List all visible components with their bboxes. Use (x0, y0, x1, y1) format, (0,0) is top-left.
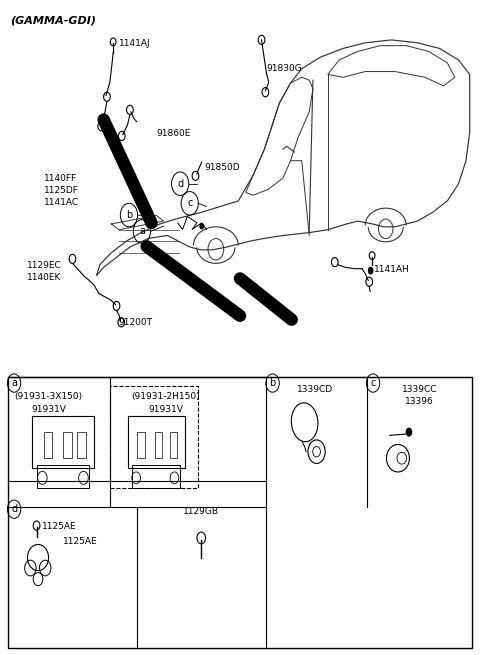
Text: 13396: 13396 (405, 397, 434, 406)
Bar (63, 432, 72, 458)
Text: d: d (177, 179, 183, 189)
Text: 1141AJ: 1141AJ (120, 39, 151, 48)
Bar (77, 432, 86, 458)
Text: 1129GB: 1129GB (183, 508, 219, 516)
Text: 91860E: 91860E (156, 129, 191, 138)
Text: 1140EK: 1140EK (27, 272, 61, 282)
Text: a: a (11, 378, 17, 388)
Circle shape (199, 223, 204, 229)
Circle shape (406, 428, 412, 437)
Text: (91931-2H150): (91931-2H150) (132, 392, 200, 401)
Text: c: c (371, 378, 376, 388)
Bar (128, 416, 185, 468)
Text: (GAMMA-GDI): (GAMMA-GDI) (10, 15, 96, 25)
Text: 1141AC: 1141AC (44, 198, 79, 206)
Text: 1339CD: 1339CD (297, 385, 333, 394)
Bar (155, 432, 162, 458)
Bar (36, 465, 89, 487)
Text: 1129EC: 1129EC (27, 261, 62, 270)
Text: 91931V: 91931V (148, 405, 183, 415)
Text: 1339CC: 1339CC (402, 385, 437, 394)
Text: b: b (126, 210, 132, 220)
Text: 1140FF: 1140FF (44, 174, 77, 183)
Text: c: c (187, 198, 192, 208)
Bar (137, 432, 145, 458)
Text: 1125AE: 1125AE (42, 521, 76, 531)
Circle shape (368, 267, 373, 274)
Text: a: a (139, 227, 145, 236)
Text: d: d (11, 504, 17, 514)
Text: 1125DF: 1125DF (44, 186, 79, 195)
Text: 91200T: 91200T (118, 318, 152, 327)
Bar (44, 432, 52, 458)
Text: (91931-3X150): (91931-3X150) (14, 392, 83, 401)
Bar (110, 386, 198, 487)
Text: 1125AE: 1125AE (63, 537, 97, 546)
Bar (32, 416, 94, 468)
Bar (169, 432, 177, 458)
Text: b: b (269, 378, 276, 388)
Text: 1141AH: 1141AH (374, 265, 410, 274)
Text: 91830G: 91830G (266, 64, 302, 73)
Text: 91850D: 91850D (204, 163, 240, 172)
Bar (132, 465, 180, 487)
Bar (8, 377, 472, 648)
Text: 91931V: 91931V (31, 405, 66, 415)
